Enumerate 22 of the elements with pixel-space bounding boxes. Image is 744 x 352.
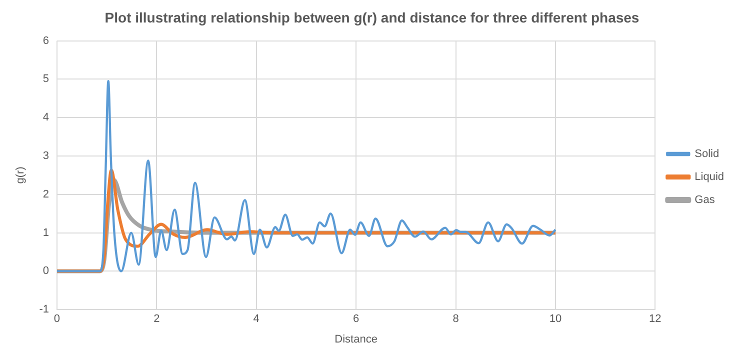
line-series (56, 80, 557, 272)
x-tick-label: 6 (353, 313, 360, 326)
x-axis-title: Distance (334, 333, 378, 346)
y-axis-title: g(r) (14, 166, 27, 184)
x-tick-label: 12 (649, 313, 662, 326)
legend-label: Solid (694, 148, 720, 160)
y-tick-label: -1 (39, 304, 49, 316)
y-tick-label: 5 (42, 73, 49, 86)
y-tick-label: 4 (42, 112, 49, 124)
y-tick-label: 6 (42, 34, 49, 47)
y-tick-label: 0 (42, 265, 49, 278)
y-tick-label: 3 (42, 150, 49, 162)
x-tick-label: 10 (549, 313, 562, 326)
y-tick-label: 1 (42, 226, 49, 239)
chart-title: Plot illustrating relationship between g(r) and distance for three different phases (104, 9, 640, 26)
x-tick-label: 0 (54, 313, 60, 326)
x-tick-label: 8 (452, 313, 459, 326)
x-tick-label: 2 (154, 313, 160, 326)
legend-label: Liquid (694, 171, 724, 184)
x-tick-label: 4 (253, 313, 260, 326)
y-tick-label: 2 (42, 188, 49, 200)
legend-label: Gas (694, 194, 716, 206)
